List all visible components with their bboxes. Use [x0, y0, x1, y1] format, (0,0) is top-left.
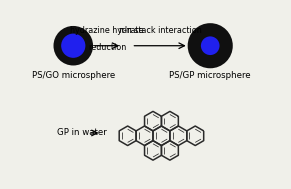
- Text: PS/GP microsphere: PS/GP microsphere: [169, 71, 251, 80]
- Circle shape: [57, 30, 89, 62]
- Text: hydrazine hydrate: hydrazine hydrate: [70, 26, 144, 35]
- Text: reduction: reduction: [88, 43, 126, 52]
- Circle shape: [194, 30, 226, 62]
- Text: PS/GO microsphere: PS/GO microsphere: [32, 71, 115, 80]
- Text: π-π stack interaction: π-π stack interaction: [119, 26, 201, 35]
- Text: GP in water: GP in water: [57, 129, 107, 137]
